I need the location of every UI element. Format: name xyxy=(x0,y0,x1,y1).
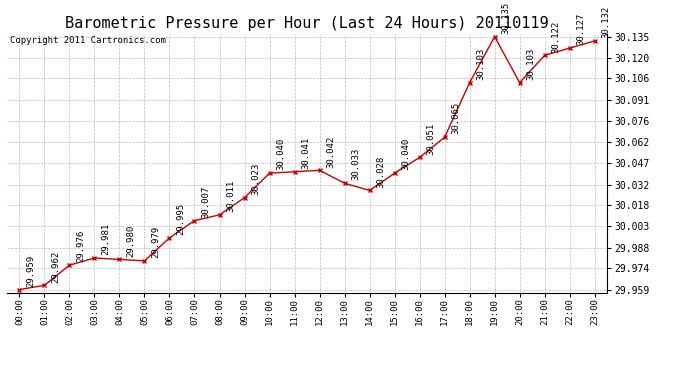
Text: 30.103: 30.103 xyxy=(526,48,535,80)
Text: 30.041: 30.041 xyxy=(302,137,310,169)
Text: 29.979: 29.979 xyxy=(151,226,160,258)
Text: 30.011: 30.011 xyxy=(226,180,235,212)
Text: 30.132: 30.132 xyxy=(602,6,611,38)
Text: 30.135: 30.135 xyxy=(502,2,511,34)
Text: 30.103: 30.103 xyxy=(477,48,486,80)
Text: 30.040: 30.040 xyxy=(277,138,286,170)
Text: 30.007: 30.007 xyxy=(201,186,210,218)
Text: 29.981: 29.981 xyxy=(101,223,110,255)
Text: 29.959: 29.959 xyxy=(26,255,35,287)
Text: 29.962: 29.962 xyxy=(51,250,60,282)
Text: 30.028: 30.028 xyxy=(377,155,386,188)
Text: Copyright 2011 Cartronics.com: Copyright 2011 Cartronics.com xyxy=(10,36,166,45)
Text: 30.042: 30.042 xyxy=(326,135,335,168)
Title: Barometric Pressure per Hour (Last 24 Hours) 20110119: Barometric Pressure per Hour (Last 24 Ho… xyxy=(66,16,549,31)
Text: 30.051: 30.051 xyxy=(426,122,435,154)
Text: 29.980: 29.980 xyxy=(126,224,135,256)
Text: 30.033: 30.033 xyxy=(351,148,360,180)
Text: 30.127: 30.127 xyxy=(577,13,586,45)
Text: 30.065: 30.065 xyxy=(451,102,460,135)
Text: 30.040: 30.040 xyxy=(402,138,411,170)
Text: 29.976: 29.976 xyxy=(77,230,86,262)
Text: 30.023: 30.023 xyxy=(251,163,260,195)
Text: 29.995: 29.995 xyxy=(177,203,186,235)
Text: 30.122: 30.122 xyxy=(551,20,560,53)
